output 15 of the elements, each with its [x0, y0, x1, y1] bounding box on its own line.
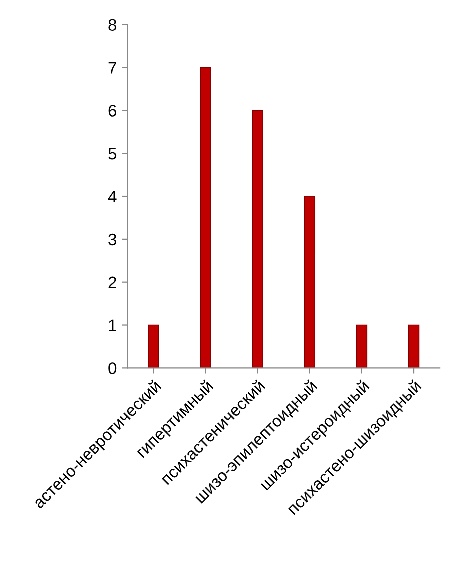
- y-tick-label: 2: [108, 276, 116, 288]
- y-tick-label: 4: [108, 191, 117, 203]
- bar: [356, 324, 368, 368]
- y-tick-label: 0: [108, 362, 117, 374]
- y-tick-label: 3: [108, 234, 117, 246]
- y-tick-label: 6: [108, 105, 117, 117]
- y-tick-label: 5: [108, 148, 117, 160]
- bar: [148, 324, 160, 368]
- bar: [304, 196, 316, 368]
- bar: [252, 110, 264, 368]
- y-tick-label: 8: [108, 19, 117, 32]
- bar: [200, 67, 212, 368]
- y-tick-label: 1: [109, 320, 116, 332]
- y-tick-label: 7: [108, 62, 116, 74]
- bar: [408, 324, 420, 368]
